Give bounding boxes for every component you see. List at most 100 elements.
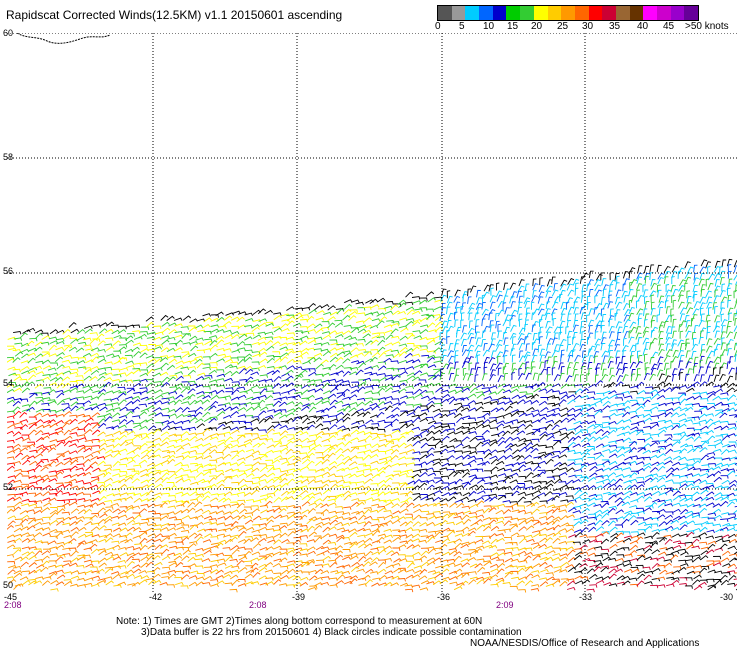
wind-barb	[706, 549, 715, 555]
wind-barb	[350, 425, 360, 430]
wind-barb	[593, 355, 599, 364]
wind-barb	[49, 439, 59, 443]
wind-barb	[567, 428, 577, 432]
wind-barb	[62, 370, 72, 375]
wind-barb	[376, 411, 385, 418]
wind-barb	[551, 403, 561, 407]
wind-barb	[607, 557, 617, 562]
wind-barb	[335, 475, 344, 480]
wind-barb	[405, 404, 415, 408]
wind-barb	[181, 570, 191, 574]
wind-barb	[560, 499, 569, 503]
wind-barb	[118, 346, 127, 352]
wind-barb	[139, 442, 148, 449]
wind-barb	[398, 302, 407, 309]
wind-barb	[525, 332, 532, 340]
wind-barb	[558, 427, 568, 431]
wind-barb	[307, 440, 316, 444]
wind-barb	[250, 433, 259, 437]
wind-barb	[616, 332, 622, 340]
wind-barb	[586, 295, 591, 304]
wind-barb	[671, 368, 678, 376]
wind-barb	[622, 350, 627, 358]
wind-barb	[593, 350, 600, 359]
wind-barb	[698, 413, 708, 419]
wind-barb	[691, 432, 701, 436]
wind-barb	[573, 408, 583, 412]
wind-barb	[147, 544, 156, 550]
wind-barb	[469, 549, 479, 555]
wind-barb	[35, 437, 45, 443]
wind-barb	[663, 320, 669, 329]
wind-barb	[99, 406, 108, 412]
wind-barb	[77, 504, 86, 509]
wind-barb	[398, 554, 407, 558]
wind-barb	[440, 475, 450, 480]
wind-barb	[7, 576, 15, 580]
wind-barb	[209, 362, 218, 366]
wind-barb	[20, 518, 29, 525]
wind-barb	[524, 566, 534, 572]
wind-barb	[166, 481, 175, 486]
wind-barb	[78, 341, 87, 346]
wind-barb	[643, 417, 653, 423]
wind-barb	[435, 565, 444, 569]
wind-barb	[607, 345, 613, 353]
wind-barb	[229, 536, 238, 542]
wind-barb	[273, 539, 282, 545]
wind-barb	[684, 373, 690, 382]
wind-barb	[504, 454, 514, 460]
wind-barb	[567, 289, 575, 297]
wind-barb	[538, 543, 547, 549]
wind-barb	[726, 375, 734, 383]
wind-barb	[720, 500, 729, 507]
wind-barb	[439, 519, 448, 526]
wind-barb	[126, 555, 135, 562]
wind-barb	[20, 556, 29, 562]
wind-barb	[678, 301, 685, 309]
wind-barb	[341, 380, 351, 384]
wind-barb	[364, 537, 373, 544]
wind-barb	[552, 450, 561, 455]
wind-barb	[587, 552, 597, 557]
wind-barb	[469, 337, 475, 345]
wind-barb	[446, 301, 453, 309]
wind-barb	[48, 470, 58, 474]
wind-barb	[726, 320, 732, 329]
wind-barb	[36, 478, 45, 483]
wind-barb	[316, 310, 325, 315]
wind-barb	[271, 369, 281, 376]
wind-barb	[614, 273, 620, 281]
wind-barb	[357, 534, 366, 539]
wind-barb	[453, 515, 462, 520]
wind-barb	[124, 456, 134, 461]
wind-barb	[124, 354, 133, 359]
wind-barb	[474, 374, 479, 383]
wind-barb	[679, 504, 689, 508]
wind-barb	[118, 399, 127, 405]
wind-barb	[587, 522, 597, 526]
wind-barb	[33, 475, 43, 479]
wind-barb	[96, 502, 106, 507]
wind-barb	[483, 343, 488, 351]
wind-barb	[70, 570, 80, 574]
wind-barb	[342, 383, 351, 388]
wind-barb	[370, 364, 380, 369]
wind-barb	[302, 360, 311, 365]
wind-barb	[586, 415, 596, 419]
wind-barb	[525, 493, 534, 497]
wind-barb	[622, 374, 629, 382]
wind-barb	[418, 539, 427, 544]
wind-barb	[224, 475, 233, 480]
wind-barb	[399, 472, 408, 477]
wind-barb	[448, 570, 458, 575]
wind-barb	[40, 447, 49, 454]
wind-barb	[246, 448, 255, 453]
wind-barb	[525, 343, 530, 351]
wind-barb	[188, 563, 197, 568]
wind-barb	[43, 463, 52, 467]
wind-barb	[649, 356, 655, 365]
wind-barb	[587, 348, 593, 357]
wind-barb	[131, 470, 140, 475]
wind-barb	[22, 570, 31, 574]
